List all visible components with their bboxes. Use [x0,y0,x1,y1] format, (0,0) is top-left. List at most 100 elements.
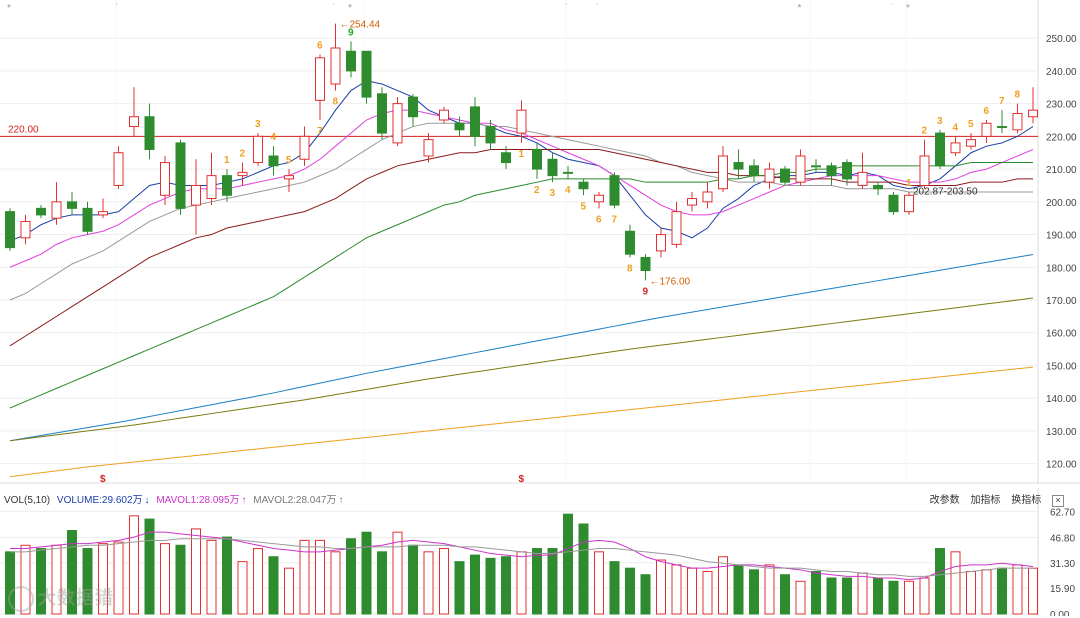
volume-bar[interactable] [826,577,837,615]
candle[interactable] [640,254,651,281]
candle[interactable] [237,162,248,186]
candle[interactable] [377,87,387,140]
candle[interactable] [749,159,759,183]
volume-bar[interactable] [284,567,294,615]
s-marker[interactable]: $ [100,474,106,484]
volume-bar[interactable] [888,580,899,615]
candle[interactable] [1028,87,1038,124]
candle[interactable] [20,214,31,245]
volume-bar[interactable] [718,556,728,615]
candle[interactable] [5,208,15,251]
event-marker[interactable]: ˙ [891,3,894,14]
candle[interactable] [702,182,713,209]
candle[interactable] [501,146,511,170]
candle[interactable] [578,178,589,196]
add-indicator-button[interactable]: 加指标 [970,495,1001,506]
event-marker[interactable]: ˙ [596,3,599,14]
candle[interactable] [113,146,124,189]
candle[interactable] [795,149,806,186]
candle[interactable] [935,129,945,170]
candle[interactable] [811,159,821,173]
candle[interactable] [904,192,914,215]
candle[interactable] [625,224,635,258]
volume-bar[interactable] [1028,567,1038,615]
volume-bar[interactable] [671,564,682,615]
candle[interactable] [966,133,976,150]
candle[interactable] [191,159,201,235]
event-marker[interactable]: * [348,3,352,14]
candle[interactable] [299,126,310,166]
volume-bar[interactable] [253,548,263,615]
event-marker[interactable]: * [798,3,802,14]
candle[interactable] [268,146,279,176]
candle[interactable] [36,205,46,219]
volume-bar[interactable] [733,564,744,615]
volume-bar[interactable] [423,551,434,615]
candle[interactable] [873,182,883,196]
volume-bar[interactable] [625,567,635,615]
change-params-button[interactable]: 改参数 [929,495,960,506]
candle[interactable] [516,100,527,143]
candle[interactable] [222,169,232,202]
volume-bar[interactable] [780,574,790,615]
candle[interactable] [346,41,356,78]
candle[interactable] [330,23,341,91]
volume-bar[interactable] [268,556,279,615]
candle[interactable] [98,198,108,219]
candle[interactable] [423,133,434,163]
candle[interactable] [1012,103,1023,134]
candle[interactable] [950,136,961,156]
volume-bar[interactable] [749,569,759,615]
volume-bar[interactable] [795,580,806,615]
candle[interactable] [563,165,573,179]
candle[interactable] [408,93,418,127]
candle[interactable] [439,106,449,124]
volume-bar[interactable] [532,548,542,615]
candle[interactable] [253,133,263,166]
volume-bar[interactable] [144,518,155,615]
volume-bar[interactable] [578,523,589,615]
volume-bar[interactable] [20,544,31,615]
candle[interactable] [764,162,775,189]
candle[interactable] [609,172,620,209]
candle[interactable] [532,142,542,179]
volume-bar[interactable] [299,539,310,615]
candle[interactable] [175,139,186,215]
volume-bar[interactable] [113,541,124,615]
volume-bar[interactable] [594,551,604,615]
candle[interactable] [144,103,155,160]
candle[interactable] [671,201,682,248]
candle[interactable] [888,192,899,215]
candle[interactable] [857,152,868,189]
volume-bar[interactable] [1012,564,1023,615]
volume-bar[interactable] [547,548,558,615]
volume-bar[interactable] [516,551,527,615]
volume-bar[interactable] [36,548,46,615]
candle[interactable] [981,120,992,143]
volume-bar[interactable] [470,554,480,615]
volume-bar[interactable] [485,557,496,615]
candle[interactable] [454,116,465,137]
candle[interactable] [997,110,1007,134]
volume-bar[interactable] [454,561,465,615]
candle[interactable] [919,139,930,189]
volume-bar[interactable] [857,572,868,615]
volume-bar[interactable] [563,513,573,615]
volume-bar[interactable] [950,551,961,615]
volume-bar[interactable] [811,570,821,615]
volume-bar[interactable] [408,544,418,615]
candle[interactable] [392,97,403,147]
volume-bar[interactable] [764,564,775,615]
volume-bar[interactable] [222,536,232,615]
volume-bar[interactable] [237,561,248,615]
volume-bar[interactable] [191,528,201,615]
candle[interactable] [470,97,480,147]
candle[interactable] [687,192,697,212]
volume-bar[interactable] [206,539,217,615]
candle[interactable] [315,54,325,120]
event-marker[interactable]: ˙ [565,3,568,14]
close-indicator-button[interactable]: × [1052,495,1064,507]
volume-bar[interactable] [82,548,93,615]
volume-bar[interactable] [687,567,697,615]
candle[interactable] [160,156,170,206]
